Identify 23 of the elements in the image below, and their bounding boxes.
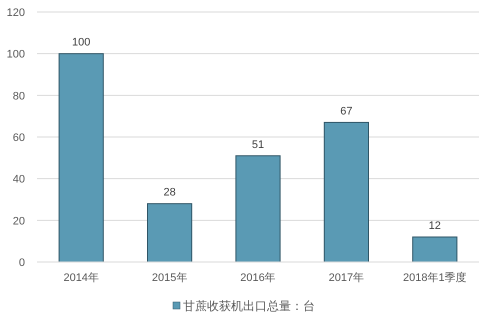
x-tick-label: 2018年1季度 [403, 271, 467, 284]
data-label: 100 [72, 36, 90, 49]
bar [58, 53, 104, 262]
x-tick-label: 2017年 [328, 272, 364, 284]
x-tick-label: 2014年 [63, 272, 99, 284]
y-tick-label: 80 [12, 90, 25, 102]
x-tick-label: 2015年 [152, 272, 188, 284]
x-tick-label: 2016年 [240, 272, 276, 284]
data-label: 51 [252, 138, 264, 151]
y-tick-label: 120 [6, 7, 25, 19]
data-label: 67 [340, 105, 353, 118]
bar [324, 122, 369, 262]
data-label: 12 [428, 220, 441, 232]
y-tick-label: 0 [18, 257, 25, 269]
legend-label: 甘蔗收获机出口总量：台 [183, 299, 315, 313]
y-tick-label: 20 [12, 215, 25, 228]
y-tick-label: 40 [12, 174, 25, 186]
y-tick-label: 60 [12, 132, 25, 144]
bar [235, 155, 281, 262]
data-label: 28 [163, 186, 176, 199]
bar [147, 203, 192, 262]
bar [412, 236, 458, 262]
y-tick-label: 100 [6, 48, 25, 61]
